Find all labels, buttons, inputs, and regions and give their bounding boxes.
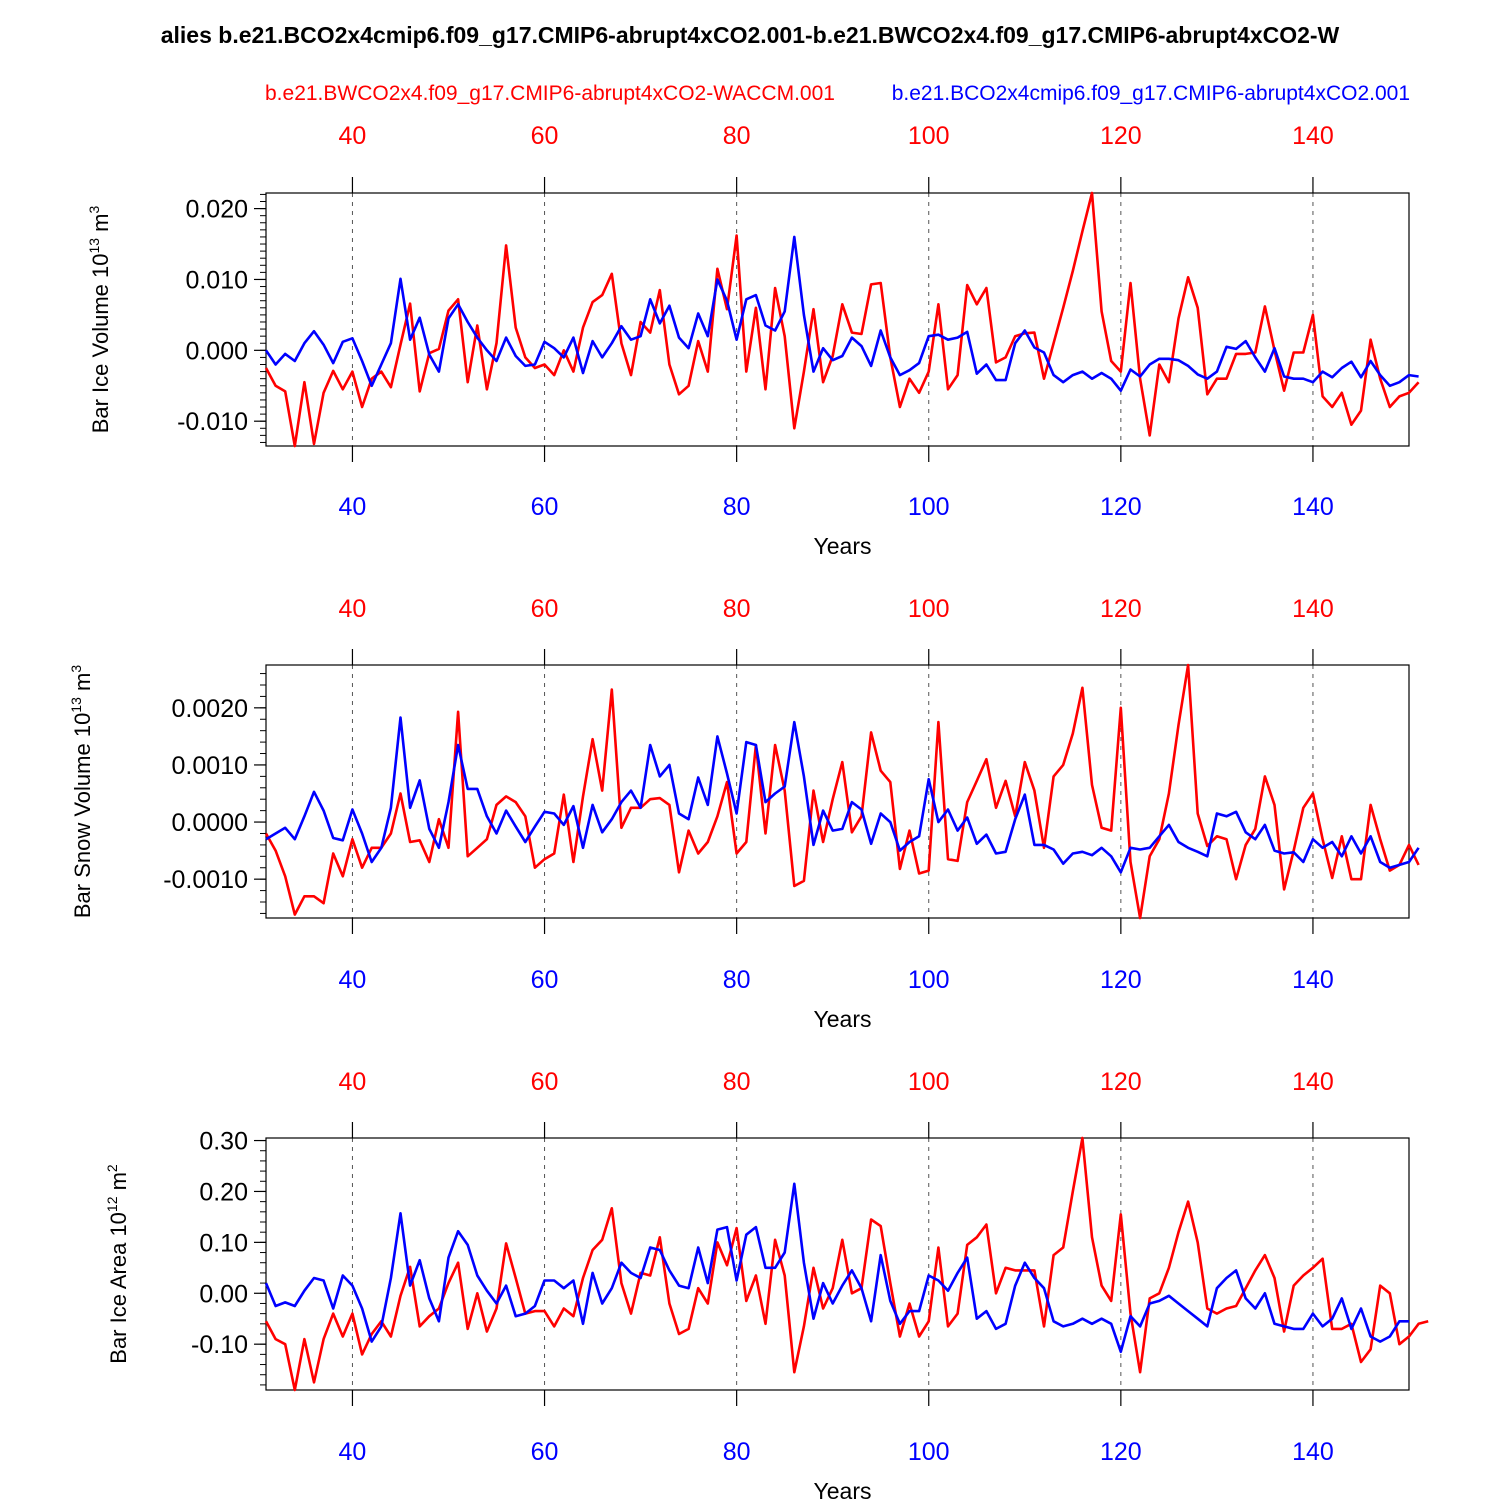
legend-red-label: b.e21.BWCO2x4.f09_g17.CMIP6-abrupt4xCO2-… [265,82,835,105]
series-line-blue [264,235,1419,393]
series-line-red [264,1136,1429,1392]
series-line-blue [265,716,1420,874]
y-tick-label: 0.020 [185,196,248,224]
y-axis-label-unit-exp: 3 [86,205,102,213]
y-axis-label-text: Bar Snow Volume 10 [70,713,95,918]
x-top-tick-label: 120 [1100,1068,1142,1096]
series-line-red [264,663,1420,920]
x-bottom-tick-label: 140 [1292,493,1334,521]
x-top-tick-label: 60 [531,595,559,623]
y-axis-label-unit: m [88,213,113,237]
x-bottom-tick-label: 40 [339,493,367,521]
x-bottom-tick-label: 100 [908,1438,950,1466]
x-bottom-tick-label: 120 [1100,1438,1142,1466]
x-axis-label: Years [814,1006,872,1032]
x-bottom-tick-label: 40 [339,1438,367,1466]
x-top-tick-label: 60 [531,1068,559,1096]
y-tick-label: -0.0010 [163,866,248,894]
panel-2: -0.0010 0.0000 0.0010 0.0020 40 40 60 60 80 80 100… [68,595,1420,1032]
y-axis-label-unit: m [106,1172,131,1196]
x-top-tick-label: 100 [908,595,950,623]
x-bottom-tick-label: 100 [908,493,950,521]
panel-3: -0.10 0.00 0.10 0.20 0.30 40 40 60 60 80 80 100 100 1… [104,1068,1429,1500]
x-bottom-tick-label: 120 [1100,493,1142,521]
y-tick-label: 0.20 [199,1178,248,1206]
legend-blue-label: b.e21.BCO2x4cmip6.f09_g17.CMIP6-abrupt4x… [891,82,1410,105]
y-axis-label: Bar Snow Volume 1013 m3 [68,665,95,919]
y-tick-label: -0.010 [177,408,248,436]
y-tick-label: 0.0010 [172,752,248,780]
y-axis-label-unit-exp: 2 [104,1164,120,1172]
x-top-tick-label: 140 [1292,595,1334,623]
x-top-tick-label: 80 [723,122,751,150]
x-bottom-tick-label: 40 [339,966,367,994]
plot-frame [265,1137,1410,1391]
x-axis-label: Years [814,1478,872,1500]
y-axis-label-exp: 13 [86,238,102,254]
x-top-tick-label: 40 [339,1068,367,1096]
x-bottom-tick-label: 140 [1292,1438,1334,1466]
y-axis-label: Bar Ice Volume 1013 m3 [86,205,113,433]
x-top-tick-label: 120 [1100,122,1142,150]
x-axis-label: Years [814,533,872,559]
plot-frame [265,664,1410,919]
y-tick-label: -0.10 [191,1331,248,1359]
y-axis-label-exp: 13 [68,697,84,713]
x-bottom-tick-label: 60 [531,1438,559,1466]
x-top-tick-label: 40 [339,595,367,623]
x-bottom-tick-label: 60 [531,966,559,994]
x-bottom-tick-label: 80 [723,966,751,994]
panel-1: -0.010 0.000 0.010 0.020 40 40 60 60 80 80 100 100 1… [86,122,1420,559]
x-top-tick-label: 100 [908,1068,950,1096]
x-bottom-tick-label: 80 [723,1438,751,1466]
figure-title: alies b.e21.BCO2x4cmip6.f09_g17.CMIP6-ab… [160,22,1340,48]
y-axis-label-exp: 12 [104,1196,120,1212]
x-bottom-tick-label: 100 [908,966,950,994]
y-axis-label-text: Bar Ice Area 10 [106,1212,131,1364]
x-top-tick-label: 60 [531,122,559,150]
y-tick-label: 0.000 [185,337,248,365]
y-tick-label: 0.30 [199,1128,248,1156]
y-axis-label-unit: m [70,673,95,697]
x-top-tick-label: 80 [723,595,751,623]
series-line-blue [264,1182,1409,1354]
x-bottom-tick-label: 140 [1292,966,1334,994]
x-top-tick-label: 80 [723,1068,751,1096]
y-tick-label: 0.00 [199,1280,248,1308]
y-tick-label: 0.0020 [172,695,248,723]
y-axis-label: Bar Ice Area 1012 m2 [104,1164,131,1364]
y-axis-label-unit-exp: 3 [68,665,84,673]
y-tick-label: 0.10 [199,1229,248,1257]
x-top-tick-label: 140 [1292,122,1334,150]
x-bottom-tick-label: 120 [1100,966,1142,994]
x-bottom-tick-label: 60 [531,493,559,521]
x-top-tick-label: 140 [1292,1068,1334,1096]
x-bottom-tick-label: 80 [723,493,751,521]
x-top-tick-label: 100 [908,122,950,150]
x-top-tick-label: 120 [1100,595,1142,623]
y-tick-label: 0.0000 [172,809,248,837]
y-tick-label: 0.010 [185,266,248,294]
plot-frame [265,192,1410,447]
series-line-red [264,191,1420,448]
x-top-tick-label: 40 [339,122,367,150]
y-axis-label-text: Bar Ice Volume 10 [88,254,113,434]
